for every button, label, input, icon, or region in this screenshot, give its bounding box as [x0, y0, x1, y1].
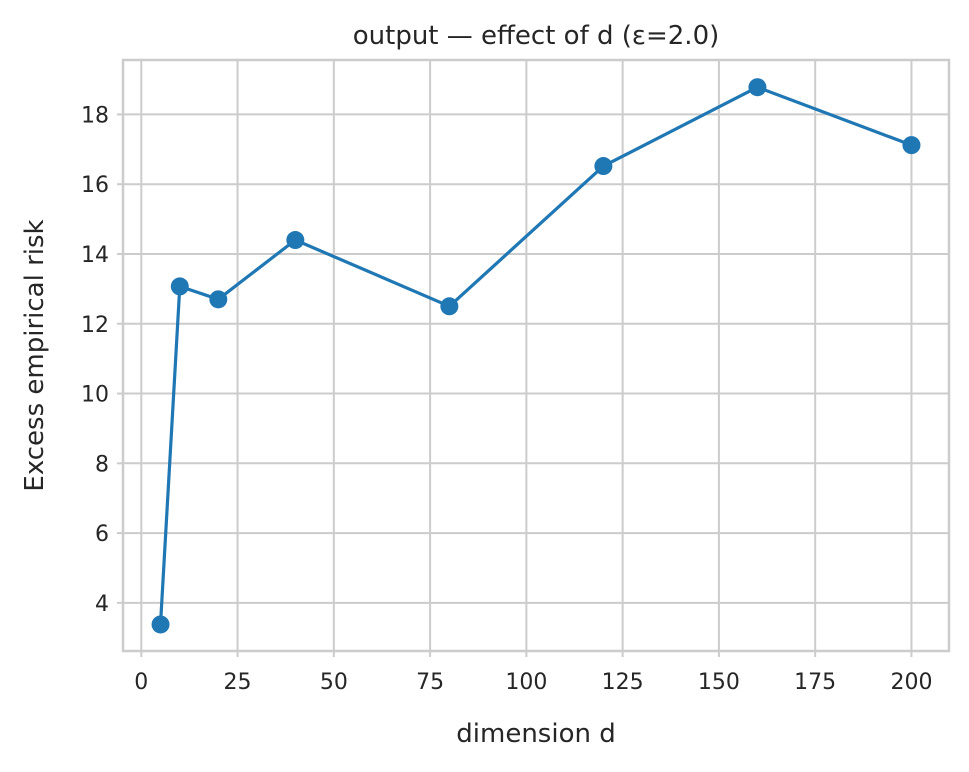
x-tick-labels: 0 25 50 75 100 125 150 175 200 — [134, 670, 932, 695]
x-tick-label: 200 — [890, 670, 932, 695]
data-point — [440, 297, 459, 316]
y-tick-label: 8 — [95, 452, 109, 477]
chart-title: output — effect of d (ε=2.0) — [353, 21, 720, 51]
x-tick-label: 75 — [416, 670, 444, 695]
x-tick-label: 50 — [320, 670, 348, 695]
y-tick-label: 6 — [95, 522, 109, 547]
x-tick-label: 175 — [794, 670, 836, 695]
data-point — [151, 615, 170, 634]
x-tick-label: 0 — [134, 670, 148, 695]
x-tick-label: 125 — [602, 670, 644, 695]
y-tick-label: 12 — [81, 313, 109, 338]
x-axis-label: dimension d — [456, 719, 615, 749]
grid — [123, 60, 949, 651]
y-tick-label: 18 — [81, 103, 109, 128]
data-point — [902, 136, 921, 155]
data-point — [594, 157, 613, 176]
data-point — [209, 290, 228, 309]
data-point — [748, 78, 767, 97]
data-point — [286, 231, 305, 250]
plot-frame — [121, 58, 951, 653]
y-tick-label: 14 — [81, 243, 109, 268]
x-tick-label: 100 — [505, 670, 547, 695]
y-tick-labels: 4 6 8 10 12 14 16 18 — [81, 103, 109, 616]
x-tick-label: 150 — [698, 670, 740, 695]
y-tick-label: 4 — [95, 592, 109, 617]
y-axis-label: Excess empirical risk — [20, 219, 50, 491]
data-series — [151, 78, 921, 634]
y-tick-label: 10 — [81, 383, 109, 408]
x-tick-label: 25 — [224, 670, 252, 695]
y-tick-label: 16 — [81, 173, 109, 198]
data-point — [170, 277, 189, 296]
